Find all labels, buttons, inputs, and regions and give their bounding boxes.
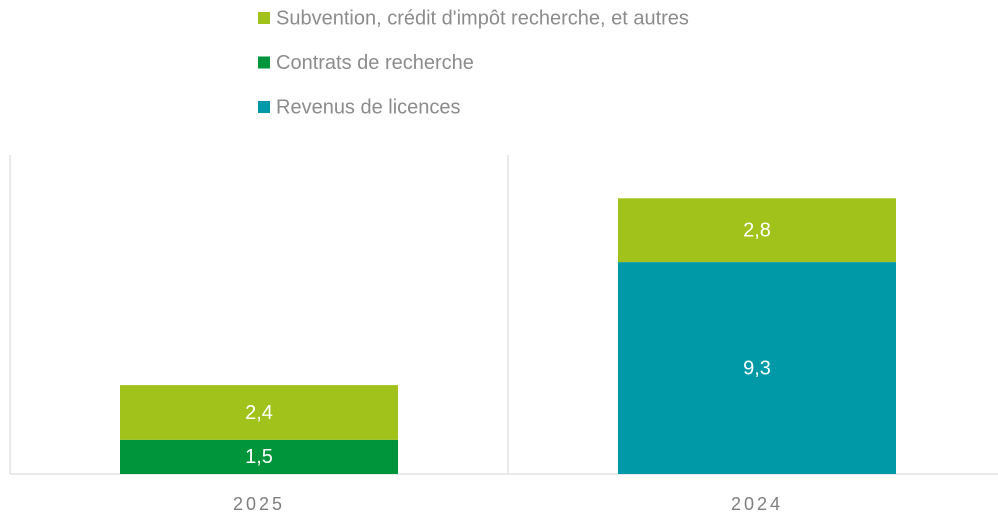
- legend-swatch: [258, 101, 270, 113]
- x-tick-label: 2025: [233, 494, 285, 514]
- value-label: 2,4: [245, 402, 273, 424]
- bar-segment: [618, 198, 896, 263]
- legend-label: Revenus de licences: [276, 96, 461, 118]
- value-label: 2,8: [743, 219, 771, 241]
- legend-swatch: [258, 56, 270, 69]
- value-label: 1,5: [245, 446, 273, 468]
- bar-segment: [618, 262, 896, 474]
- value-label: 9,3: [743, 357, 771, 379]
- legend-label: Contrats de recherche: [276, 52, 474, 74]
- legend-swatch: [258, 12, 270, 24]
- bar-segment: [120, 439, 398, 474]
- legend-label: Subvention, crédit d'impôt recherche, et…: [276, 7, 689, 29]
- bar-segment: [120, 385, 398, 440]
- x-tick-label: 2024: [731, 494, 783, 514]
